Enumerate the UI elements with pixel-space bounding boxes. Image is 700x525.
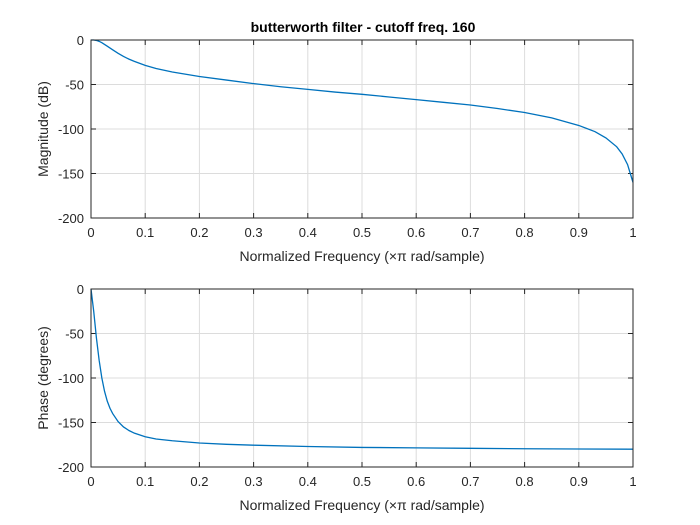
magnitude-response-line [91, 39, 634, 183]
phase-plot-grid [91, 289, 633, 467]
magnitude-x-tick-label: 0.5 [353, 225, 371, 240]
magnitude-plot: butterworth filter - cutoff freq. 160 0 0… [35, 19, 637, 264]
phase-x-tick-label: 0.2 [190, 474, 208, 489]
phase-x-tick-label: 0.1 [136, 474, 154, 489]
magnitude-plot-y-label: Magnitude (dB) [35, 81, 51, 177]
phase-response-line [90, 288, 634, 450]
phase-plot-frame [90, 288, 634, 468]
magnitude-x-tick-label: 0.9 [570, 225, 588, 240]
phase-plot-x-ticks: 0 0.1 0.2 0.3 0.4 0.5 0.6 0.7 0.8 0.9 1 [87, 289, 637, 489]
magnitude-x-tick-label: 0.8 [516, 225, 534, 240]
phase-plot-series [90, 288, 634, 450]
phase-y-tick-label: -150 [58, 416, 84, 431]
magnitude-plot-title: butterworth filter - cutoff freq. 160 [251, 19, 476, 35]
magnitude-x-tick-label: 0 [87, 225, 94, 240]
phase-x-tick-label: 0.9 [570, 474, 588, 489]
magnitude-y-tick-label: -200 [58, 211, 84, 226]
phase-plot-y-ticks: 0 -50 -100 -150 -200 [58, 282, 633, 475]
magnitude-y-tick-label: -50 [65, 78, 84, 93]
phase-y-tick-label: -50 [65, 327, 84, 342]
magnitude-x-tick-label: 0.4 [299, 225, 317, 240]
phase-y-tick-label: -200 [58, 460, 84, 475]
magnitude-plot-series [91, 39, 634, 183]
phase-y-tick-label: 0 [77, 282, 84, 297]
phase-y-tick-label: -100 [58, 371, 84, 386]
phase-plot-x-label: Normalized Frequency (×π rad/sample) [239, 497, 484, 513]
magnitude-plot-frame [90, 39, 634, 219]
phase-x-tick-label: 0.5 [353, 474, 371, 489]
magnitude-x-tick-label: 0.1 [136, 225, 154, 240]
magnitude-x-tick-label: 0.6 [407, 225, 425, 240]
phase-x-tick-label: 0.8 [516, 474, 534, 489]
magnitude-y-tick-label: -150 [58, 167, 84, 182]
magnitude-x-tick-label: 0.3 [245, 225, 263, 240]
magnitude-x-tick-label: 0.7 [461, 225, 479, 240]
phase-x-tick-label: 0.6 [407, 474, 425, 489]
magnitude-x-tick-label: 0.2 [190, 225, 208, 240]
phase-plot: 0 0.1 0.2 0.3 0.4 0.5 0.6 0.7 0.8 0.9 1 0 -50 -100 -1… [35, 282, 637, 513]
phase-x-tick-label: 0.7 [461, 474, 479, 489]
phase-plot-y-label: Phase (degrees) [35, 326, 51, 430]
magnitude-y-tick-label: 0 [77, 33, 84, 48]
magnitude-x-tick-label: 1 [629, 225, 636, 240]
magnitude-y-tick-label: -100 [58, 122, 84, 137]
phase-x-tick-label: 0.4 [299, 474, 317, 489]
phase-x-tick-label: 0.3 [245, 474, 263, 489]
phase-x-tick-label: 1 [629, 474, 636, 489]
magnitude-plot-grid [91, 40, 633, 218]
magnitude-plot-x-label: Normalized Frequency (×π rad/sample) [239, 248, 484, 264]
phase-x-tick-label: 0 [87, 474, 94, 489]
